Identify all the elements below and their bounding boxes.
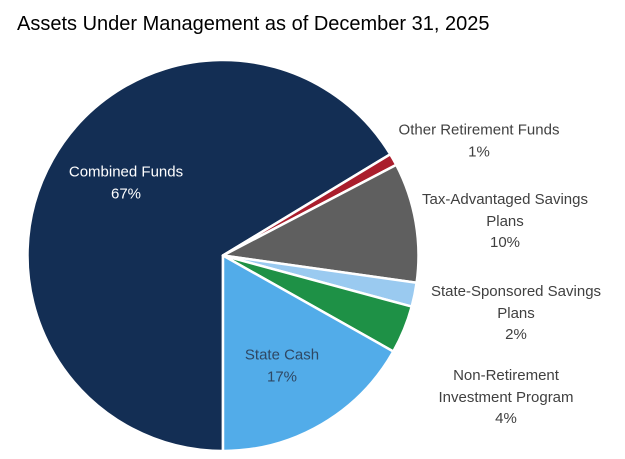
chart-title: Assets Under Management as of December 3… bbox=[17, 13, 490, 35]
pie-slice-combined-funds bbox=[26, 58, 392, 453]
pie-slice-state-cash bbox=[221, 254, 395, 453]
pie-slice-tax-advantaged-savings-plans bbox=[221, 163, 420, 285]
